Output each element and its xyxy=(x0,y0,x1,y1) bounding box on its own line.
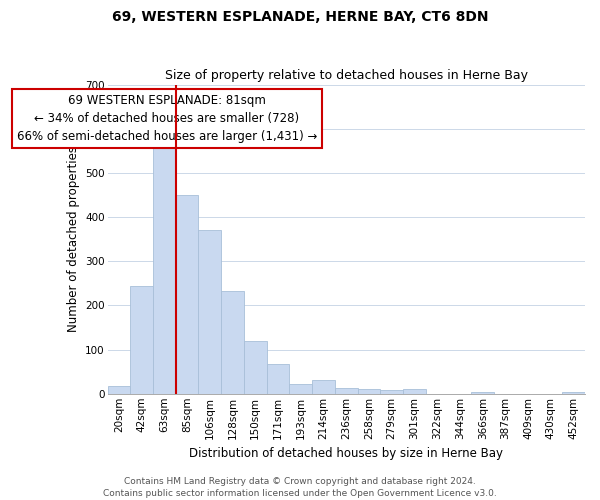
Bar xyxy=(107,386,130,394)
Bar xyxy=(380,390,403,394)
Bar xyxy=(403,390,426,394)
Bar xyxy=(130,286,153,394)
Bar xyxy=(176,195,199,394)
Y-axis label: Number of detached properties: Number of detached properties xyxy=(67,146,80,332)
Bar xyxy=(472,392,494,394)
Bar xyxy=(244,341,266,394)
Bar xyxy=(335,388,358,394)
Bar xyxy=(312,380,335,394)
Bar xyxy=(562,392,585,394)
Bar xyxy=(153,138,176,394)
Text: Contains HM Land Registry data © Crown copyright and database right 2024.
Contai: Contains HM Land Registry data © Crown c… xyxy=(103,476,497,498)
Bar xyxy=(289,384,312,394)
Bar xyxy=(358,390,380,394)
X-axis label: Distribution of detached houses by size in Herne Bay: Distribution of detached houses by size … xyxy=(189,447,503,460)
Bar xyxy=(266,364,289,394)
Text: 69, WESTERN ESPLANADE, HERNE BAY, CT6 8DN: 69, WESTERN ESPLANADE, HERNE BAY, CT6 8D… xyxy=(112,10,488,24)
Bar xyxy=(199,230,221,394)
Text: 69 WESTERN ESPLANADE: 81sqm
← 34% of detached houses are smaller (728)
66% of se: 69 WESTERN ESPLANADE: 81sqm ← 34% of det… xyxy=(17,94,317,143)
Title: Size of property relative to detached houses in Herne Bay: Size of property relative to detached ho… xyxy=(165,69,528,82)
Bar xyxy=(221,292,244,394)
